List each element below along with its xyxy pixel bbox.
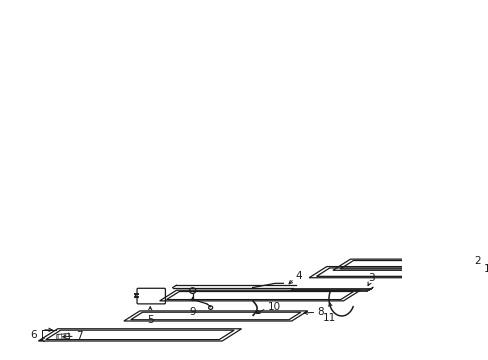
Text: 7: 7 bbox=[76, 331, 82, 341]
Text: 1: 1 bbox=[483, 264, 488, 274]
Text: 10: 10 bbox=[267, 302, 280, 311]
Text: 6: 6 bbox=[31, 330, 37, 340]
Text: 5: 5 bbox=[146, 315, 153, 325]
Text: 4: 4 bbox=[294, 271, 301, 281]
Text: 3: 3 bbox=[367, 273, 374, 283]
Text: 8: 8 bbox=[317, 307, 324, 317]
Text: 11: 11 bbox=[323, 313, 336, 323]
Text: 9: 9 bbox=[189, 307, 196, 317]
Text: 2: 2 bbox=[473, 256, 480, 266]
